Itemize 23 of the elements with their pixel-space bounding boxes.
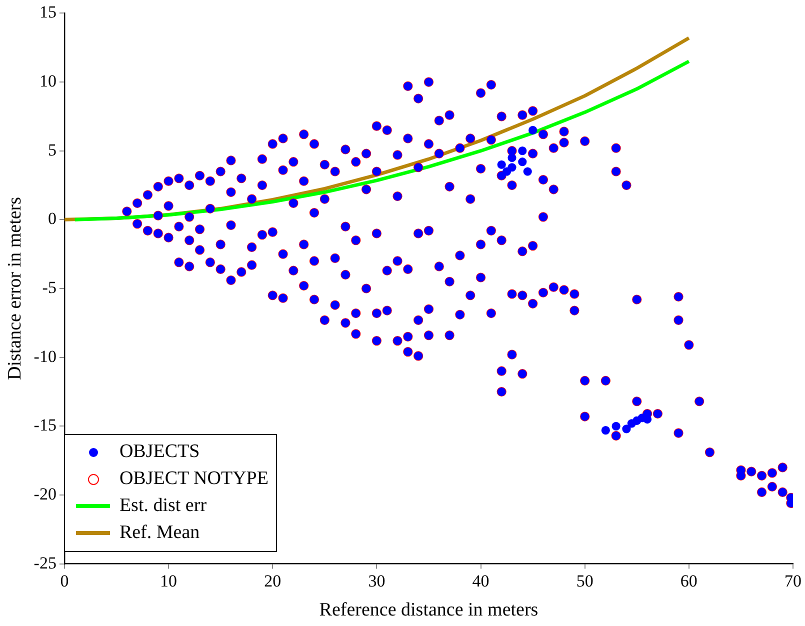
y-tick-label: -20 <box>34 484 56 504</box>
legend-label: OBJECT NOTYPE <box>119 468 268 490</box>
x-tick-label: 30 <box>368 571 386 590</box>
x-tick-label: 20 <box>264 571 282 590</box>
y-tick-label: 5 <box>48 140 56 160</box>
x-tick-label: 0 <box>60 571 69 590</box>
legend-label: OBJECTS <box>119 441 200 464</box>
x-tick-label: 70 <box>784 571 802 590</box>
x-axis-title: Reference distance in meters <box>319 600 538 621</box>
x-tick-label: 10 <box>160 571 178 590</box>
y-tick-label: -15 <box>34 416 56 435</box>
y-axis-title: Distance error in meters <box>4 196 26 380</box>
y-tick-label: -5 <box>42 278 56 297</box>
y-tick-label: 10 <box>39 71 56 90</box>
x-tick-label: 60 <box>680 571 698 590</box>
y-tick-label: -25 <box>34 553 56 572</box>
y-tick-label: 15 <box>39 2 56 22</box>
x-tick-label: 50 <box>576 571 594 590</box>
legend-label: Ref. Mean <box>119 522 200 544</box>
y-tick-label: -10 <box>34 346 56 366</box>
legend-label: Est. dist err <box>119 495 207 518</box>
y-tick-label: 0 <box>48 209 56 228</box>
x-tick-label: 40 <box>472 571 490 590</box>
